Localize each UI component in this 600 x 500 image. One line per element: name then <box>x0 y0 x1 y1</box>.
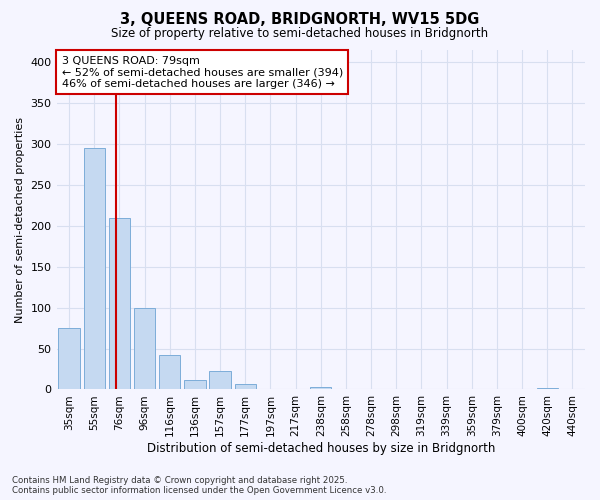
Bar <box>310 387 331 390</box>
Bar <box>83 148 105 390</box>
Bar <box>184 380 206 390</box>
Bar <box>235 384 256 390</box>
Bar <box>536 388 558 390</box>
Text: 3, QUEENS ROAD, BRIDGNORTH, WV15 5DG: 3, QUEENS ROAD, BRIDGNORTH, WV15 5DG <box>121 12 479 28</box>
Text: 3 QUEENS ROAD: 79sqm
← 52% of semi-detached houses are smaller (394)
46% of semi: 3 QUEENS ROAD: 79sqm ← 52% of semi-detac… <box>62 56 343 89</box>
Bar <box>159 355 181 390</box>
Bar <box>209 372 231 390</box>
Bar <box>134 308 155 390</box>
X-axis label: Distribution of semi-detached houses by size in Bridgnorth: Distribution of semi-detached houses by … <box>146 442 495 455</box>
Text: Contains HM Land Registry data © Crown copyright and database right 2025.
Contai: Contains HM Land Registry data © Crown c… <box>12 476 386 495</box>
Text: Size of property relative to semi-detached houses in Bridgnorth: Size of property relative to semi-detach… <box>112 28 488 40</box>
Y-axis label: Number of semi-detached properties: Number of semi-detached properties <box>15 116 25 322</box>
Bar <box>58 328 80 390</box>
Bar <box>109 218 130 390</box>
